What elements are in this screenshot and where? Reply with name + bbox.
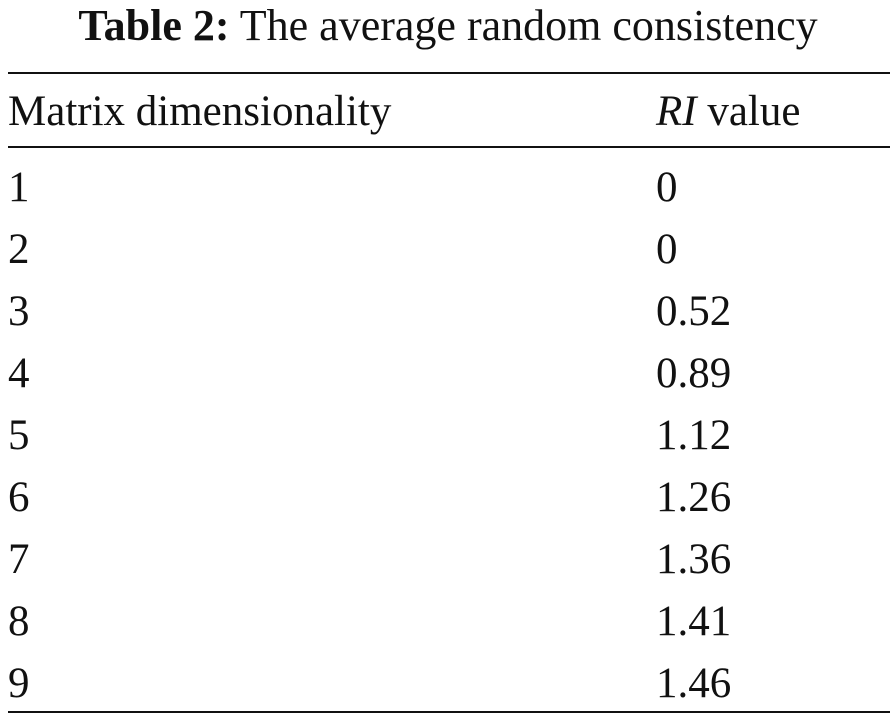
cell-dimension: 2 [8, 226, 30, 273]
cell-ri-value: 0.89 [656, 350, 732, 397]
cell-ri-value: 1.41 [656, 598, 732, 645]
cell-ri-value: 0.52 [656, 288, 732, 335]
header-value-word: value [696, 88, 801, 135]
table-row: 6 1.26 [0, 467, 896, 529]
cell-dimension: 4 [8, 350, 30, 397]
table-row: 1 0 [0, 157, 896, 219]
table-row: 5 1.12 [0, 405, 896, 467]
caption-text: The average random consistency [239, 1, 818, 50]
table-row: 3 0.52 [0, 281, 896, 343]
cell-dimension: 5 [8, 412, 30, 459]
top-rule [8, 72, 890, 74]
table-row: 7 1.36 [0, 529, 896, 591]
cell-dimension: 6 [8, 474, 30, 521]
table-row: 8 1.41 [0, 591, 896, 653]
header-ri-symbol: RI [656, 88, 697, 135]
cell-ri-value: 1.46 [656, 660, 732, 707]
cell-dimension: 7 [8, 536, 30, 583]
table-header: Matrix dimensionality RI value [0, 81, 896, 143]
cell-dimension: 8 [8, 598, 30, 645]
cell-ri-value: 1.36 [656, 536, 732, 583]
cell-ri-value: 0 [656, 226, 678, 273]
cell-ri-value: 0 [656, 164, 678, 211]
cell-dimension: 1 [8, 164, 30, 211]
cell-dimension: 9 [8, 660, 30, 707]
cell-dimension: 3 [8, 288, 30, 335]
header-rule [8, 146, 890, 148]
bottom-rule [8, 711, 890, 713]
table-row: 4 0.89 [0, 343, 896, 405]
caption-label: Table 2: [78, 1, 230, 50]
cell-ri-value: 1.26 [656, 474, 732, 521]
table-row: 2 0 [0, 219, 896, 281]
header-matrix-dimensionality: Matrix dimensionality [8, 88, 392, 135]
header-ri-value: RI value [656, 81, 800, 143]
cell-ri-value: 1.12 [656, 412, 732, 459]
table-row: 9 1.46 [0, 653, 896, 715]
table-caption: Table 2: The average random consistency [0, 2, 896, 50]
